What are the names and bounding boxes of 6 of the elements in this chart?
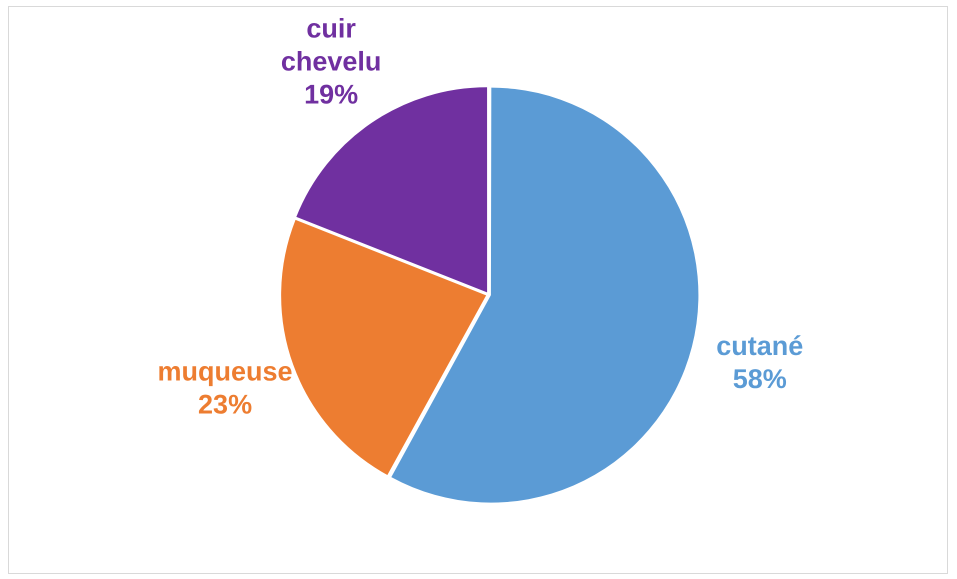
slice-label: muqueuse — [158, 356, 293, 386]
data-label: 23% — [198, 389, 252, 420]
data-label: 58% — [732, 364, 787, 394]
slice-label: cuir chevelu — [280, 13, 382, 76]
slice-label: cutané — [716, 331, 804, 362]
data-label: 19% — [304, 79, 358, 110]
